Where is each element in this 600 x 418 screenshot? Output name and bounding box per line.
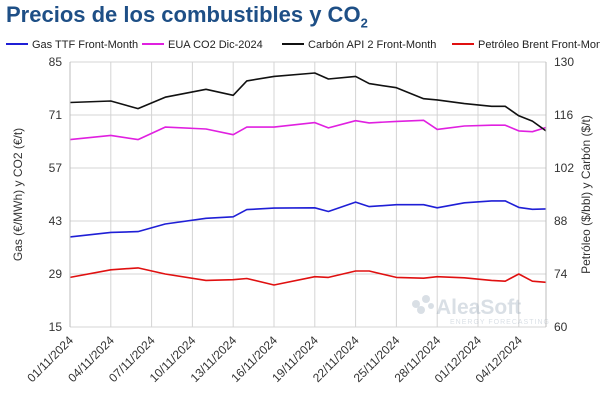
legend-label-1: EUA CO2 Dic-2024: [168, 39, 263, 51]
series-line-1: [69, 119, 547, 141]
series-line-0: [69, 200, 547, 238]
y-left-tick-label: 43: [49, 214, 63, 228]
chart-title: Precios de los combustibles y CO2: [6, 2, 368, 30]
legend: Gas TTF Front-Month EUA CO2 Dic-2024 Carbó…: [6, 39, 600, 51]
y-right-tick-label: 130: [554, 55, 574, 69]
chart-title-main: Precios de los combustibles y CO: [6, 2, 361, 27]
y-right-tick-label: 116: [554, 108, 573, 122]
grid: [69, 61, 546, 328]
series-lines: [69, 72, 547, 286]
y-right-tick-label: 88: [554, 214, 568, 228]
legend-label-0: Gas TTF Front-Month: [32, 39, 138, 51]
chart-title-subscript: 2: [360, 15, 368, 31]
y-left-axis-title: Gas (€/MWh) y CO2 (€/t): [11, 128, 25, 261]
y-left-tick-label: 15: [49, 320, 63, 334]
watermark-brand: AleaSoft: [436, 296, 521, 319]
series-line-3: [69, 267, 547, 286]
y-right-axis-title: Petróleo ($/bbl) y Carbón ($/t): [579, 115, 593, 274]
watermark-tagline: ENERGY FORECASTING: [450, 319, 550, 326]
y-left-tick-label: 29: [49, 267, 63, 281]
legend-label-3: Petróleo Brent Front-Month: [478, 39, 600, 51]
y-left-tick-label: 71: [49, 108, 63, 122]
y-left-tick-label: 57: [49, 161, 63, 175]
aleasoft-watermark: AleaSoft ENERGY FORECASTING: [412, 295, 550, 326]
y-left-tick-label: 85: [49, 55, 63, 69]
legend-label-2: Carbón API 2 Front-Month: [308, 39, 436, 51]
series-line-2: [69, 72, 547, 132]
y-right-tick-label: 102: [554, 161, 574, 175]
y-right-tick-label: 60: [554, 320, 568, 334]
y-right-tick-label: 74: [554, 267, 568, 281]
